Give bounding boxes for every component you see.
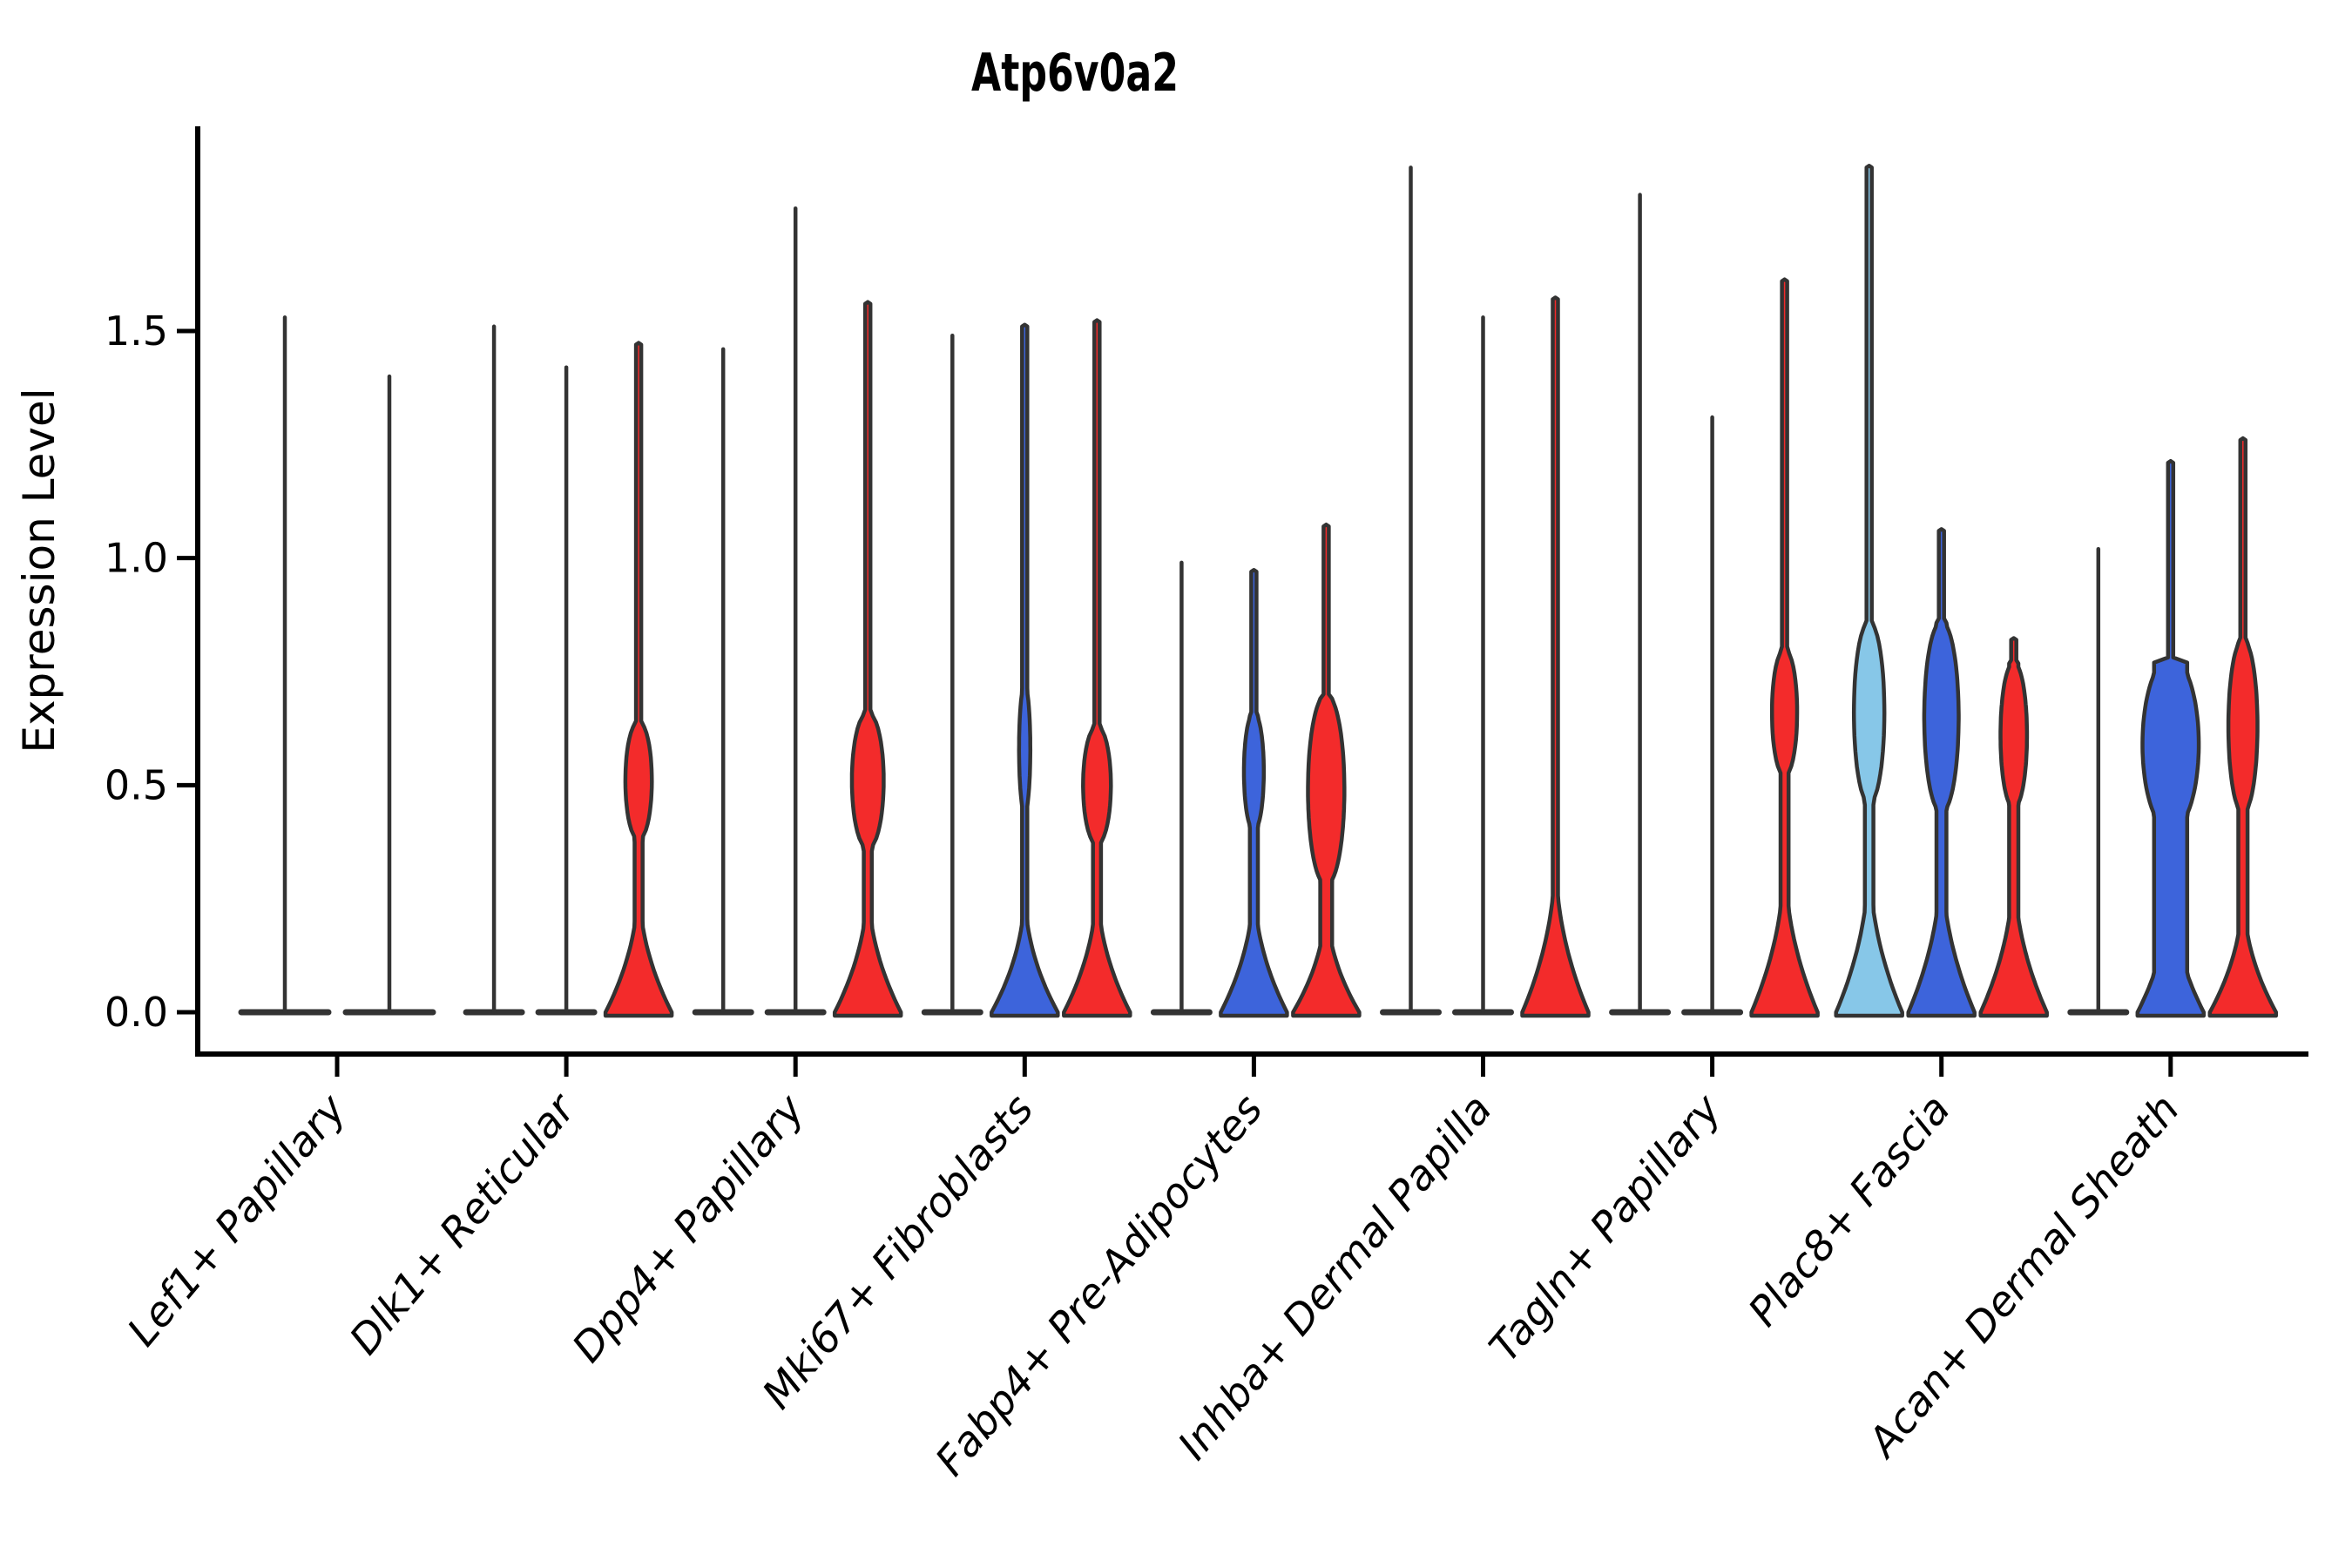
plot-area	[238, 164, 2279, 1018]
y-axis-label: Expression Level	[14, 388, 64, 753]
violin-red	[2207, 436, 2279, 1018]
y-tick-label: 0.5	[105, 761, 168, 808]
y-tick-label: 1.5	[105, 308, 168, 355]
y-tick-label: 1.0	[105, 535, 168, 582]
y-tick-label: 0.0	[105, 989, 168, 1036]
y-axis: 0.0 0.5 1.0 1.5	[105, 308, 198, 1036]
violin-red	[1291, 522, 1362, 1018]
x-tick-label: Tagln+ Papillary	[1480, 1085, 1731, 1371]
violin-blue	[2135, 458, 2207, 1018]
x-tick-label: Dpp4+ Papillary	[564, 1085, 815, 1371]
violin-red	[1978, 636, 2049, 1018]
x-tick-label: Lef1+ Papillary	[118, 1085, 356, 1355]
violin-blue	[990, 322, 1060, 1018]
violin-blue	[1219, 568, 1289, 1018]
violin-red	[1749, 277, 1820, 1018]
violin-red	[603, 341, 674, 1018]
violin-red	[1520, 295, 1591, 1018]
violin-red	[1062, 318, 1132, 1018]
violin-red	[832, 300, 903, 1018]
chart-title: Atp6v0a2	[971, 43, 1179, 104]
x-tick-label: Dlk1+ Reticular	[341, 1084, 586, 1363]
x-tick-label: Plac8+ Fascia	[1740, 1085, 1960, 1335]
violin-blue	[1906, 527, 1977, 1018]
violin-light_blue	[1834, 164, 1904, 1018]
